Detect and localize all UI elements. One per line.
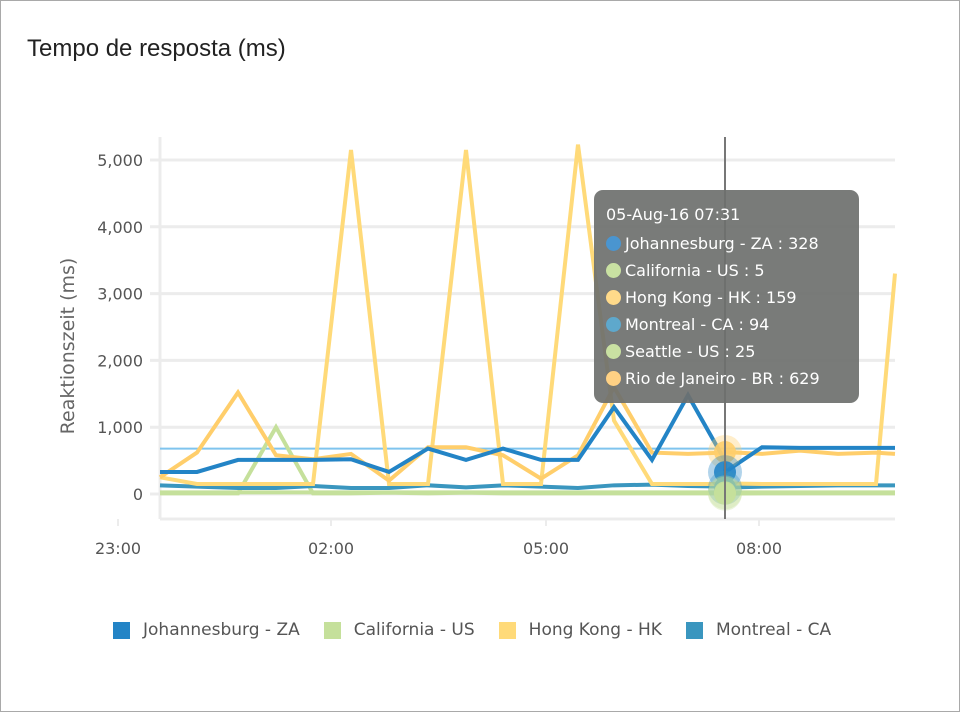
series-line xyxy=(159,482,895,490)
tooltip-row: Hong Kong - HK : 159 xyxy=(606,284,859,311)
x-tick-label: 05:00 xyxy=(523,539,569,558)
legend-swatch-icon xyxy=(113,621,130,639)
series-line xyxy=(160,391,895,476)
y-tick-label: 1,000 xyxy=(97,418,143,437)
tooltip: 05-Aug-16 07:31 Johannesburg - ZA : 328 C… xyxy=(594,190,859,403)
tooltip-row: Seattle - US : 25 xyxy=(606,338,859,365)
tooltip-row-label: Johannesburg - ZA : 328 xyxy=(625,234,819,253)
x-tick-label: 02:00 xyxy=(308,539,354,558)
y-tick-label: 3,000 xyxy=(97,285,143,304)
tooltip-time: 05-Aug-16 07:31 xyxy=(606,205,741,224)
legend-label: Montreal - CA xyxy=(715,620,832,640)
legend-item[interactable]: Johannesburg - ZA xyxy=(113,620,300,640)
chart-title: Tempo de resposta (ms) xyxy=(27,35,286,62)
tooltip-row-label: Montreal - CA : 94 xyxy=(625,315,770,334)
y-axis-label: Reaktionszeit (ms) xyxy=(57,258,79,435)
tooltip-row-label: Seattle - US : 25 xyxy=(625,342,756,361)
y-tick-label: 0 xyxy=(133,485,143,504)
series-line xyxy=(159,144,897,486)
y-tick-label: 4,000 xyxy=(97,218,143,237)
series-lines xyxy=(158,144,897,496)
tooltip-row: Rio de Janeiro - BR : 629 xyxy=(606,365,859,392)
legend-swatch-icon xyxy=(685,621,703,639)
legend: Johannesburg - ZA California - US Hong Kon… xyxy=(113,620,855,640)
y-tick-label: 5,000 xyxy=(97,151,143,170)
tooltip-row: Montreal - CA : 94 xyxy=(606,311,859,338)
series-line xyxy=(158,382,896,484)
legend-item[interactable]: Montreal - CA xyxy=(685,620,832,640)
x-tick-label: 08:00 xyxy=(736,539,782,558)
series-dot-icon xyxy=(606,290,621,305)
tooltip-row: California - US : 5 xyxy=(606,257,859,284)
legend-label: Johannesburg - ZA xyxy=(143,620,300,640)
x-axis: 23:00 02:00 05:00 08:00 xyxy=(95,519,782,558)
legend-label: Hong Kong - HK xyxy=(528,620,662,640)
legend-swatch-icon xyxy=(323,621,341,639)
series-dot-icon xyxy=(606,344,621,359)
tooltip-row-label: California - US : 5 xyxy=(625,261,765,280)
tooltip-row: Johannesburg - ZA : 328 xyxy=(606,230,859,257)
series-dot-icon xyxy=(606,263,621,278)
tooltip-row-label: Rio de Janeiro - BR : 629 xyxy=(625,369,820,388)
y-tick-label: 2,000 xyxy=(97,351,143,370)
legend-item[interactable]: California - US xyxy=(323,620,475,640)
legend-swatch-icon xyxy=(498,621,516,639)
tooltip-row-label: Hong Kong - HK : 159 xyxy=(625,288,797,307)
x-tick-label: 23:00 xyxy=(95,539,141,558)
legend-label: California - US xyxy=(353,620,475,640)
series-dot-icon xyxy=(606,317,621,332)
series-dot-icon xyxy=(606,371,621,386)
legend-item[interactable]: Hong Kong - HK xyxy=(498,620,662,640)
series-dot-icon xyxy=(606,236,621,251)
y-axis: 0 1,000 2,000 3,000 4,000 5,000 xyxy=(97,151,143,504)
